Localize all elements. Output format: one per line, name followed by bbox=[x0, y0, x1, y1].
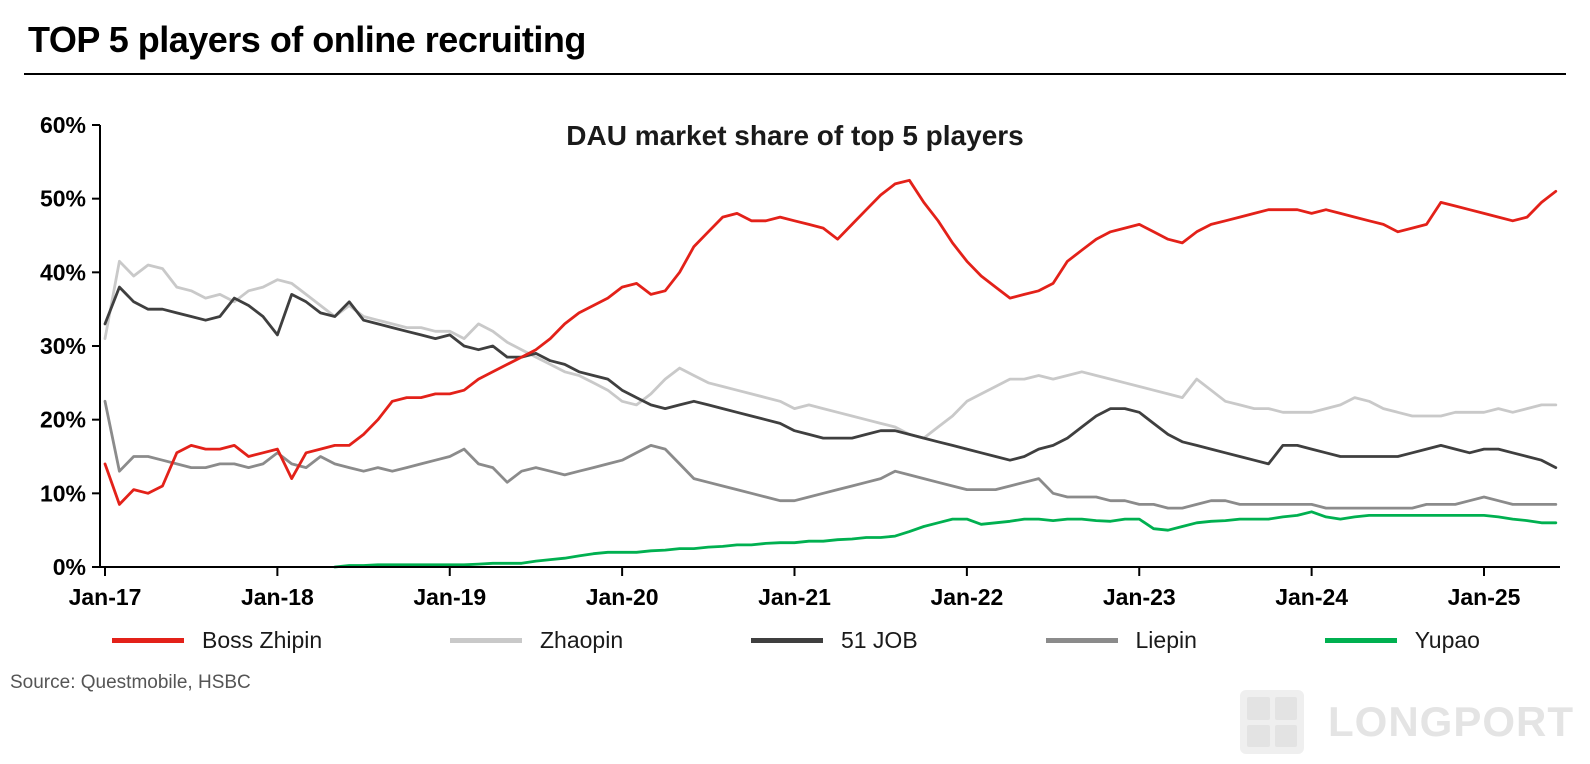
y-tick-label: 60% bbox=[40, 112, 86, 138]
legend-line-swatch-gray bbox=[1045, 638, 1118, 644]
legend-item-boss-zhipin: Boss Zhipin bbox=[112, 627, 322, 654]
legend-item-zhaopin: Zhaopin bbox=[450, 627, 623, 654]
legend-label: 51 JOB bbox=[840, 627, 918, 654]
y-tick-label: 20% bbox=[40, 407, 86, 433]
x-tick-label: Jan-23 bbox=[1103, 584, 1176, 605]
series-line-liepin bbox=[103, 400, 1558, 510]
page-title: TOP 5 players of online recruiting bbox=[28, 19, 586, 60]
x-tick-label: Jan-21 bbox=[758, 584, 831, 605]
x-tick-label: Jan-22 bbox=[930, 584, 1003, 605]
legend-line-swatch-lightgray bbox=[450, 638, 522, 644]
x-tick-label: Jan-19 bbox=[413, 584, 486, 605]
logo-block bbox=[1247, 724, 1270, 747]
series-line-51-job bbox=[103, 285, 1558, 470]
y-tick-label: 30% bbox=[40, 333, 86, 359]
dau-market-share-chart: DAU market share of top 5 players 0% 10% 2… bbox=[40, 112, 1560, 605]
chart-legend: Boss Zhipin Zhaopin 51 JOB Liepin Yupao bbox=[0, 627, 1590, 654]
legend-label: Zhaopin bbox=[540, 627, 624, 654]
y-tick-label: 0% bbox=[53, 554, 86, 580]
legend-line-swatch-red bbox=[112, 638, 184, 644]
legend-label: Boss Zhipin bbox=[202, 627, 323, 654]
chart-title: DAU market share of top 5 players bbox=[566, 120, 1024, 151]
series-line-boss-zhipin bbox=[103, 179, 1558, 506]
y-tick-label: 40% bbox=[40, 260, 86, 286]
y-tick-label: 50% bbox=[40, 186, 86, 212]
watermark-brand-text: LONGPORT bbox=[1328, 698, 1574, 745]
legend-label: Liepin bbox=[1135, 627, 1197, 654]
legend-line-swatch-green bbox=[1324, 638, 1397, 644]
logo-block bbox=[1274, 697, 1297, 720]
x-tick-label: Jan-18 bbox=[241, 584, 314, 605]
page-header: TOP 5 players of online recruiting bbox=[24, 0, 1566, 76]
chart-area: DAU market share of top 5 players 0% 10% 2… bbox=[0, 75, 1590, 605]
longport-logo-icon bbox=[1240, 690, 1304, 754]
source-note: Source: Questmobile, HSBC bbox=[10, 672, 251, 694]
legend-line-swatch-dark bbox=[750, 638, 823, 644]
x-tick-label: Jan-20 bbox=[586, 584, 659, 605]
series-line-zhaopin bbox=[103, 260, 1558, 440]
logo-block bbox=[1274, 724, 1297, 747]
x-tick-label: Jan-25 bbox=[1448, 584, 1521, 605]
legend-item-yupao: Yupao bbox=[1324, 627, 1480, 654]
legend-item-51job: 51 JOB bbox=[750, 627, 918, 654]
x-tick-label: Jan-17 bbox=[69, 584, 142, 605]
x-tick-label: Jan-24 bbox=[1275, 584, 1348, 605]
watermark: LONGPORT bbox=[1240, 690, 1574, 754]
legend-label: Yupao bbox=[1414, 627, 1480, 654]
y-tick-label: 10% bbox=[40, 481, 86, 507]
legend-item-liepin: Liepin bbox=[1045, 627, 1197, 654]
series-line-yupao bbox=[333, 510, 1558, 569]
logo-block bbox=[1247, 697, 1270, 720]
